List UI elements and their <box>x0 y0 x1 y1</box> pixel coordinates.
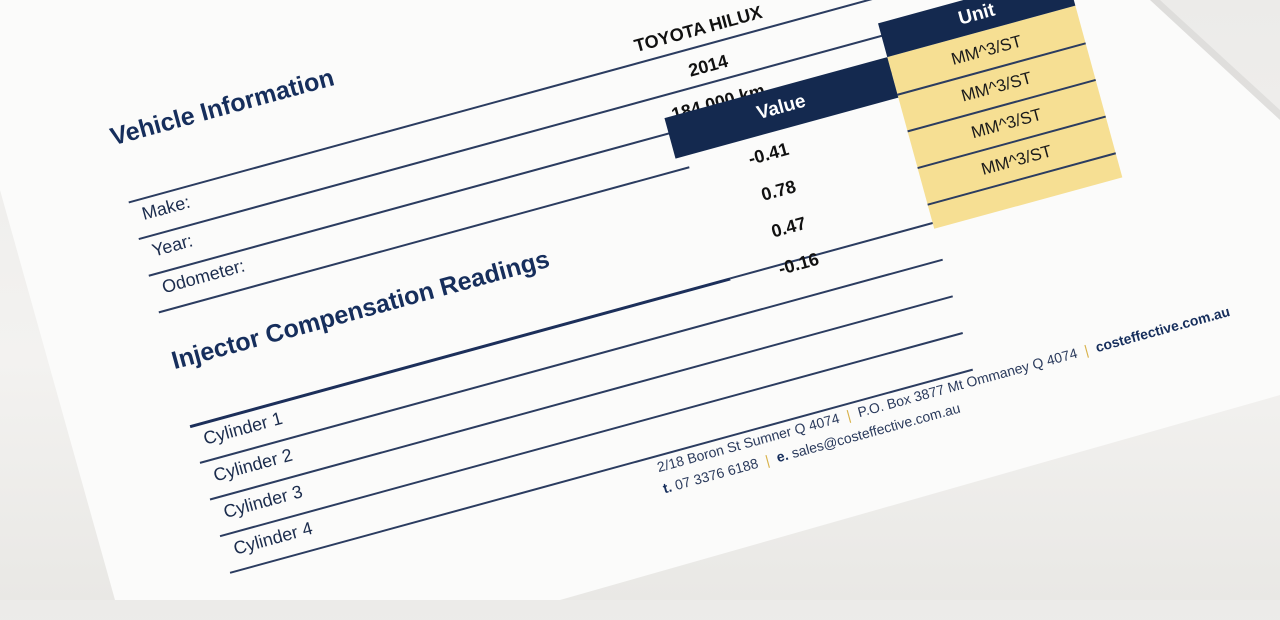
cyl1-rule <box>199 258 943 464</box>
cylinder-value: 0.47 <box>769 212 809 242</box>
cylinder-value: -0.16 <box>776 248 822 279</box>
cylinder-value: 0.78 <box>759 176 799 205</box>
readings-top-rule <box>189 277 731 429</box>
phone-prefix: t. <box>661 478 674 497</box>
year-label: Year: <box>149 230 195 261</box>
